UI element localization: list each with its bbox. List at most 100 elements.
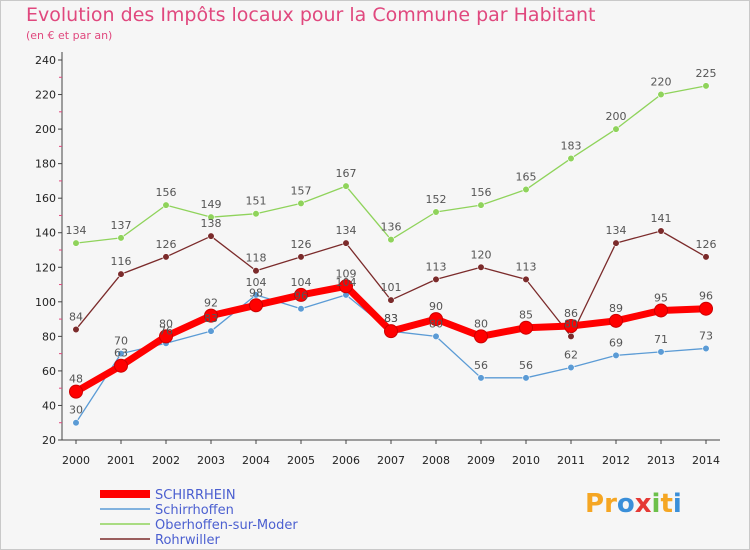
data-label: 69 (609, 336, 623, 349)
data-point (162, 253, 170, 261)
data-point (477, 374, 485, 382)
data-label: 56 (519, 359, 533, 372)
data-label: 104 (336, 276, 357, 289)
data-label: 157 (291, 184, 312, 197)
data-label: 136 (381, 221, 402, 234)
data-point (72, 325, 80, 334)
data-point (519, 320, 533, 335)
data-point (117, 350, 125, 358)
data-label: 83 (204, 312, 218, 325)
data-point (162, 201, 170, 209)
data-point (297, 253, 305, 261)
data-point (117, 234, 125, 242)
y-tick-label: 240 (35, 54, 56, 67)
data-label: 80 (474, 317, 488, 330)
x-tick-label: 2011 (557, 454, 585, 467)
data-label: 80 (564, 317, 578, 330)
data-label: 220 (651, 76, 672, 89)
proxiti-logo: Proxiti (585, 489, 682, 519)
data-label: 152 (426, 193, 447, 206)
data-point (699, 301, 713, 316)
data-point (522, 374, 530, 382)
data-label: 96 (294, 290, 308, 303)
data-label: 101 (381, 281, 402, 294)
data-label: 113 (426, 260, 447, 273)
data-point (207, 232, 215, 240)
data-label: 134 (66, 224, 87, 237)
data-point (429, 312, 443, 327)
data-point (432, 332, 440, 340)
data-point (387, 296, 395, 304)
x-tick-label: 2013 (647, 454, 675, 467)
data-label: 126 (291, 238, 312, 251)
x-tick-label: 2014 (692, 454, 720, 467)
data-label: 90 (429, 300, 443, 313)
data-label: 76 (159, 324, 173, 337)
x-tick-label: 2003 (197, 454, 225, 467)
data-label: 138 (201, 217, 222, 230)
data-label: 92 (204, 297, 218, 310)
data-label: 113 (516, 260, 537, 273)
data-point (114, 358, 128, 373)
data-label: 86 (564, 307, 578, 320)
data-point (657, 90, 665, 99)
data-point (702, 344, 710, 353)
data-point (117, 270, 125, 278)
data-label: 137 (111, 219, 132, 232)
data-point (249, 298, 263, 313)
chart-title: Evolution des Impôts locaux pour la Comm… (26, 4, 596, 26)
data-point (432, 208, 440, 216)
y-tick-label: 60 (42, 365, 56, 378)
y-tick-label: 140 (35, 227, 56, 240)
x-tick-label: 2007 (377, 454, 405, 467)
data-point (207, 213, 215, 221)
y-tick-label: 180 (35, 158, 56, 171)
data-label: 48 (69, 373, 83, 386)
data-label: 84 (69, 310, 83, 323)
data-label: 120 (471, 248, 492, 261)
data-label: 116 (111, 255, 132, 268)
data-label: 104 (246, 276, 267, 289)
legend-label: Oberhoffen-sur-Moder (155, 518, 298, 533)
data-label: 149 (201, 198, 222, 211)
data-label: 95 (654, 291, 668, 304)
data-point (342, 182, 350, 190)
y-tick-label: 20 (42, 434, 56, 447)
data-point (522, 185, 530, 194)
data-label: 70 (114, 335, 128, 348)
data-label: 85 (519, 309, 533, 322)
data-point (339, 279, 353, 294)
chart-subtitle: (en € et par an) (26, 29, 113, 42)
data-label: 134 (606, 224, 627, 237)
data-point (384, 324, 398, 339)
data-point (69, 384, 83, 399)
data-point (207, 327, 215, 335)
data-point (477, 263, 485, 271)
y-tick-label: 120 (35, 261, 56, 274)
data-point (297, 199, 305, 207)
data-point (477, 201, 485, 209)
data-point (567, 332, 575, 340)
data-point (297, 305, 305, 313)
data-point (159, 329, 173, 344)
data-point (252, 210, 260, 218)
data-label: 71 (654, 333, 668, 346)
x-tick-label: 2008 (422, 454, 450, 467)
data-point (432, 275, 440, 283)
data-label: 126 (696, 238, 717, 251)
data-label: 151 (246, 195, 267, 208)
data-label: 225 (696, 67, 717, 80)
data-label: 165 (516, 171, 537, 184)
data-label: 80 (429, 317, 443, 330)
x-tick-label: 2004 (242, 454, 270, 467)
y-tick-label: 100 (35, 296, 56, 309)
data-label: 109 (336, 267, 357, 280)
data-point (294, 287, 308, 302)
data-label: 183 (561, 139, 582, 152)
data-point (702, 82, 710, 90)
data-label: 98 (249, 286, 263, 299)
data-label: 126 (156, 238, 177, 251)
data-point (612, 239, 620, 247)
